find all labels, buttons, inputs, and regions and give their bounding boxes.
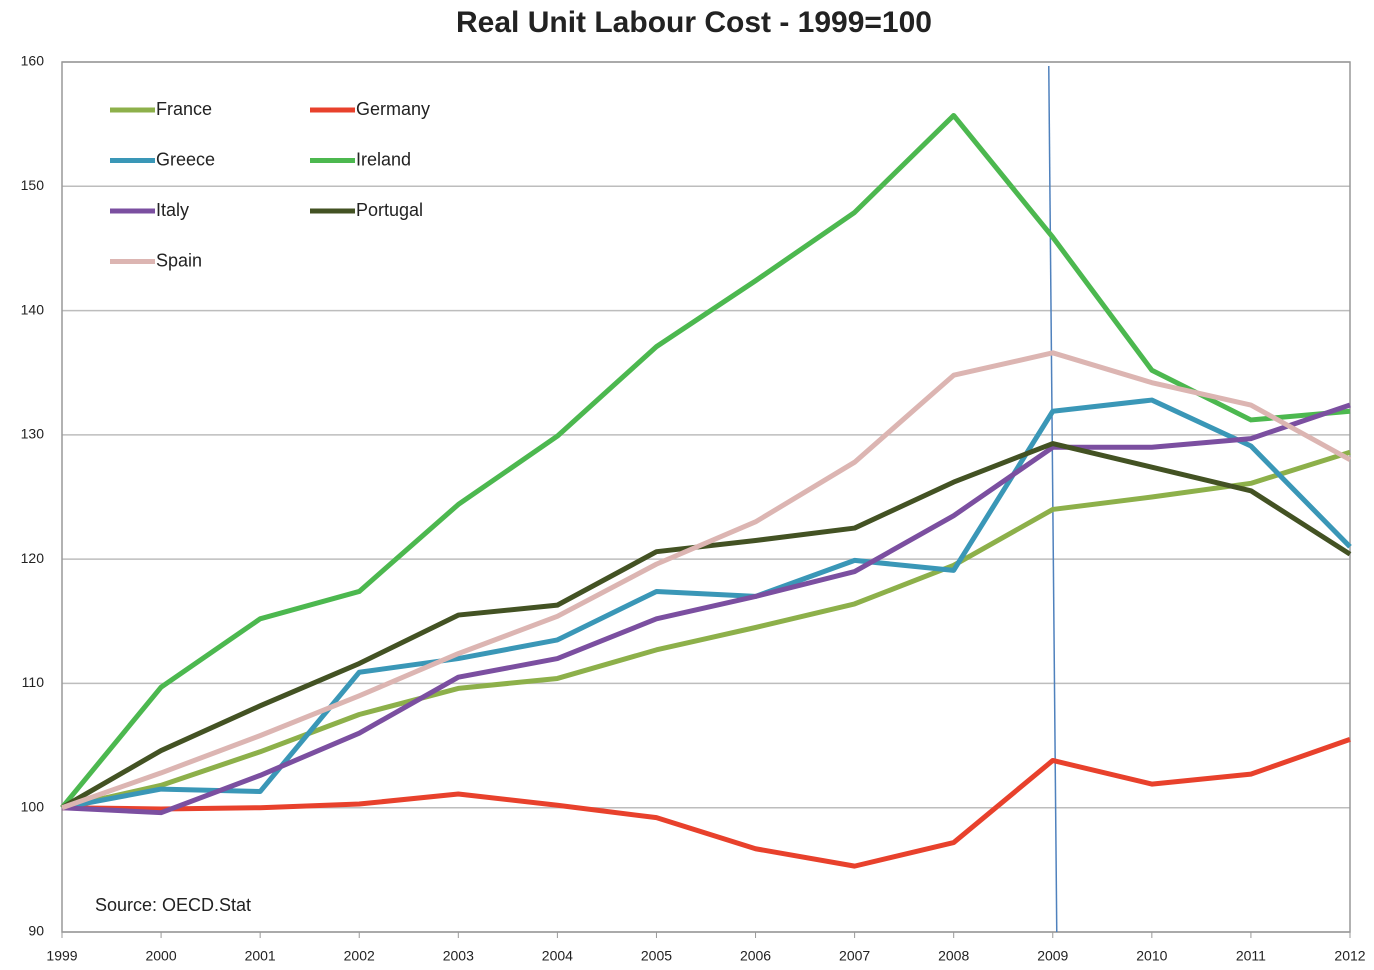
series-line: [61, 397, 1352, 811]
x-tick-label: 2004: [542, 948, 573, 964]
y-tick-label: 110: [22, 674, 45, 690]
x-tick-label: 2011: [1236, 948, 1266, 964]
marker-line: [1048, 65, 1058, 933]
x-tick-label: 2012: [1334, 948, 1365, 964]
legend-label: Italy: [156, 200, 189, 220]
x-tick-label: 2000: [145, 948, 176, 964]
x-tick-label: 2002: [344, 948, 375, 964]
plot-border: [61, 61, 1351, 933]
x-tick-label: 2007: [839, 948, 870, 964]
legend-label: Greece: [156, 149, 215, 169]
legend-label: France: [156, 99, 212, 119]
x-tick-label: 2001: [245, 948, 276, 964]
chart-title: Real Unit Labour Cost - 1999=100: [456, 6, 932, 39]
y-tick-label: 150: [21, 177, 45, 193]
legend-label: Portugal: [356, 200, 423, 220]
x-tick-label: 2009: [1037, 948, 1068, 964]
x-tick-label: 2010: [1136, 948, 1167, 964]
legend-label: Spain: [156, 250, 202, 270]
y-tick-label: 100: [21, 798, 45, 814]
y-tick-label: 120: [21, 550, 45, 566]
series-line: [60, 112, 1351, 810]
series-line: [60, 441, 1352, 810]
y-tick-label: 160: [21, 53, 45, 69]
x-tick-label: 2008: [938, 948, 969, 964]
legend-label: Germany: [356, 99, 430, 119]
y-tick-label: 130: [21, 426, 45, 442]
series-line: [61, 736, 1351, 869]
x-tick-label: 1999: [46, 948, 77, 964]
x-tick-label: 2005: [641, 948, 672, 964]
legend-label: Ireland: [356, 149, 411, 169]
series-line: [61, 402, 1351, 816]
y-tick-label: 90: [28, 923, 44, 939]
x-tick-label: 2003: [443, 948, 474, 964]
series-line: [61, 449, 1351, 811]
series-line: [61, 350, 1352, 811]
y-tick-label: 140: [21, 301, 45, 317]
annotation: Source: OECD.Stat: [95, 895, 251, 915]
x-tick-label: 2006: [740, 948, 771, 964]
